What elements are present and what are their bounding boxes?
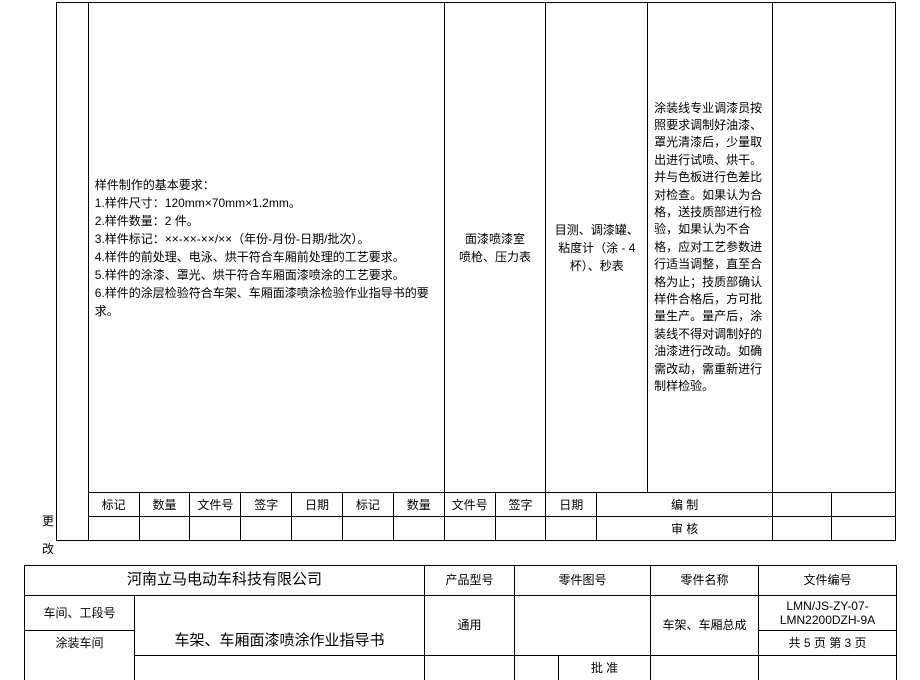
ch-blank-b bbox=[832, 493, 896, 517]
cv-6 bbox=[342, 517, 393, 541]
ch-h10: 日期 bbox=[546, 493, 597, 517]
main-spec-table: 样件制作的基本要求： 1.样件尺寸：120mm×70mm×1.2mm。 2.样件… bbox=[56, 2, 896, 541]
cv-blank-a bbox=[773, 517, 832, 541]
ch-h11: 编 制 bbox=[597, 493, 773, 517]
cv-10 bbox=[546, 517, 597, 541]
cv-review: 审 核 bbox=[597, 517, 773, 541]
blank-b6 bbox=[759, 656, 897, 680]
part-name-label: 零件名称 bbox=[651, 566, 759, 596]
cv-8 bbox=[444, 517, 495, 541]
ch-h5: 日期 bbox=[292, 493, 343, 517]
doc-title-cell: 车架、车厢面漆喷涂作业指导书 bbox=[135, 595, 425, 656]
paint-shop-cell: 涂装车间 bbox=[25, 631, 135, 680]
insp-l1: 目测、调漆罐、粘度计（涂 - 4 杯）、秒表 bbox=[550, 221, 643, 275]
req-2: 2.样件数量：2 件。 bbox=[95, 212, 438, 230]
general-cell: 通用 bbox=[425, 595, 515, 656]
side-blank bbox=[57, 3, 89, 541]
part-drawno-label: 零件图号 bbox=[515, 566, 651, 596]
req-4: 4.样件的前处理、电泳、烘干符合车厢前处理的工艺要求。 bbox=[95, 248, 438, 266]
code-l1: LMN/JS-ZY-07- bbox=[763, 599, 892, 613]
paint-shop-text: 涂装车间 bbox=[55, 636, 103, 650]
blank-b3 bbox=[425, 656, 515, 680]
side-char-1: 更 bbox=[34, 508, 62, 536]
cv-7 bbox=[393, 517, 444, 541]
equipment-cell: 面漆喷漆室 喷枪、压力表 bbox=[444, 3, 546, 493]
workshop-label: 车间、工段号 bbox=[25, 595, 135, 631]
notes-cell: 涂装线专业调漆员按照要求调制好油漆、罩光清漆后，少量取出进行试喷、烘干。并与色板… bbox=[648, 3, 773, 493]
approve-blank-r bbox=[651, 656, 759, 680]
pages-cell: 共 5 页 第 3 页 bbox=[759, 631, 897, 656]
ch-blank-a bbox=[773, 493, 832, 517]
footer-table: 河南立马电动车科技有限公司 产品型号 零件图号 零件名称 文件编号 车间、工段号… bbox=[24, 565, 897, 680]
drawno-blank bbox=[515, 595, 651, 656]
cv-1 bbox=[88, 517, 139, 541]
change-review-row: 审 核 bbox=[57, 517, 896, 541]
inspection-cell: 目测、调漆罐、粘度计（涂 - 4 杯）、秒表 bbox=[546, 3, 648, 493]
cv-3 bbox=[190, 517, 241, 541]
req-3: 3.样件标记：××-××-××/××（年份-月份-日期/批次）。 bbox=[95, 230, 438, 248]
equip-l1: 面漆喷漆室 bbox=[449, 230, 542, 248]
approve-label: 批 准 bbox=[559, 656, 651, 680]
approve-blank-l bbox=[515, 656, 559, 680]
prod-model-label: 产品型号 bbox=[425, 566, 515, 596]
company-name: 河南立马电动车科技有限公司 bbox=[25, 566, 425, 596]
ch-h4: 签字 bbox=[241, 493, 292, 517]
ch-h9: 签字 bbox=[495, 493, 546, 517]
cv-2 bbox=[139, 517, 190, 541]
footer-row-2: 车间、工段号 车架、车厢面漆喷涂作业指导书 通用 车架、车厢总成 LMN/JS-… bbox=[25, 595, 897, 631]
cv-9 bbox=[495, 517, 546, 541]
notes-text: 涂装线专业调漆员按照要求调制好油漆、罩光清漆后，少量取出进行试喷、烘干。并与色板… bbox=[654, 101, 762, 393]
equip-l2: 喷枪、压力表 bbox=[449, 248, 542, 266]
ch-h2: 数量 bbox=[139, 493, 190, 517]
req-5: 5.样件的涂漆、罩光、烘干符合车厢面漆喷涂的工艺要求。 bbox=[95, 266, 438, 284]
req-6: 6.样件的涂层检验符合车架、车厢面漆喷涂检验作业指导书的要求。 bbox=[95, 284, 438, 320]
ch-h8: 文件号 bbox=[444, 493, 495, 517]
footer-row-4: 批 准 bbox=[25, 656, 897, 680]
req-title: 样件制作的基本要求： bbox=[95, 176, 438, 194]
change-header-row: 标记 数量 文件号 签字 日期 标记 数量 文件号 签字 日期 编 制 bbox=[57, 493, 896, 517]
spec-row: 样件制作的基本要求： 1.样件尺寸：120mm×70mm×1.2mm。 2.样件… bbox=[57, 3, 896, 493]
footer-row-1: 河南立马电动车科技有限公司 产品型号 零件图号 零件名称 文件编号 bbox=[25, 566, 897, 596]
code-l2: LMN2200DZH-9A bbox=[763, 613, 892, 627]
blank-right bbox=[773, 3, 896, 493]
blank-b2 bbox=[135, 656, 425, 680]
side-char-2: 改 bbox=[34, 536, 62, 564]
cv-4 bbox=[241, 517, 292, 541]
file-no-label: 文件编号 bbox=[759, 566, 897, 596]
ch-h1: 标记 bbox=[88, 493, 139, 517]
ch-h3: 文件号 bbox=[190, 493, 241, 517]
side-change-label: 更 改 bbox=[34, 508, 62, 563]
requirements-cell: 样件制作的基本要求： 1.样件尺寸：120mm×70mm×1.2mm。 2.样件… bbox=[88, 3, 444, 493]
frame-assy-cell: 车架、车厢总成 bbox=[651, 595, 759, 656]
cv-5 bbox=[292, 517, 343, 541]
req-1: 1.样件尺寸：120mm×70mm×1.2mm。 bbox=[95, 194, 438, 212]
cv-blank-b bbox=[832, 517, 896, 541]
file-code-cell: LMN/JS-ZY-07- LMN2200DZH-9A bbox=[759, 595, 897, 631]
ch-h6: 标记 bbox=[342, 493, 393, 517]
ch-h7: 数量 bbox=[393, 493, 444, 517]
